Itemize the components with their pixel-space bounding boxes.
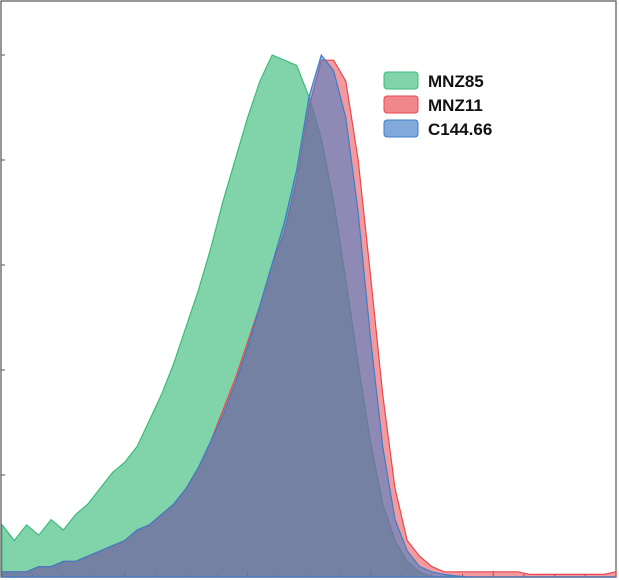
legend-label-c144-66: C144.66 xyxy=(428,120,492,139)
legend-swatch-c144-66 xyxy=(383,119,419,138)
y-axis-ticks xyxy=(1,54,5,476)
legend: MNZ85 MNZ11 C144.66 xyxy=(383,71,492,139)
legend-label-mnz85: MNZ85 xyxy=(428,72,484,91)
legend-swatch-mnz11 xyxy=(383,95,419,114)
legend-label-mnz11: MNZ11 xyxy=(428,96,483,115)
series-areas xyxy=(1,53,617,578)
area-c144-66 xyxy=(1,53,616,578)
legend-swatch-mnz85 xyxy=(383,71,419,90)
